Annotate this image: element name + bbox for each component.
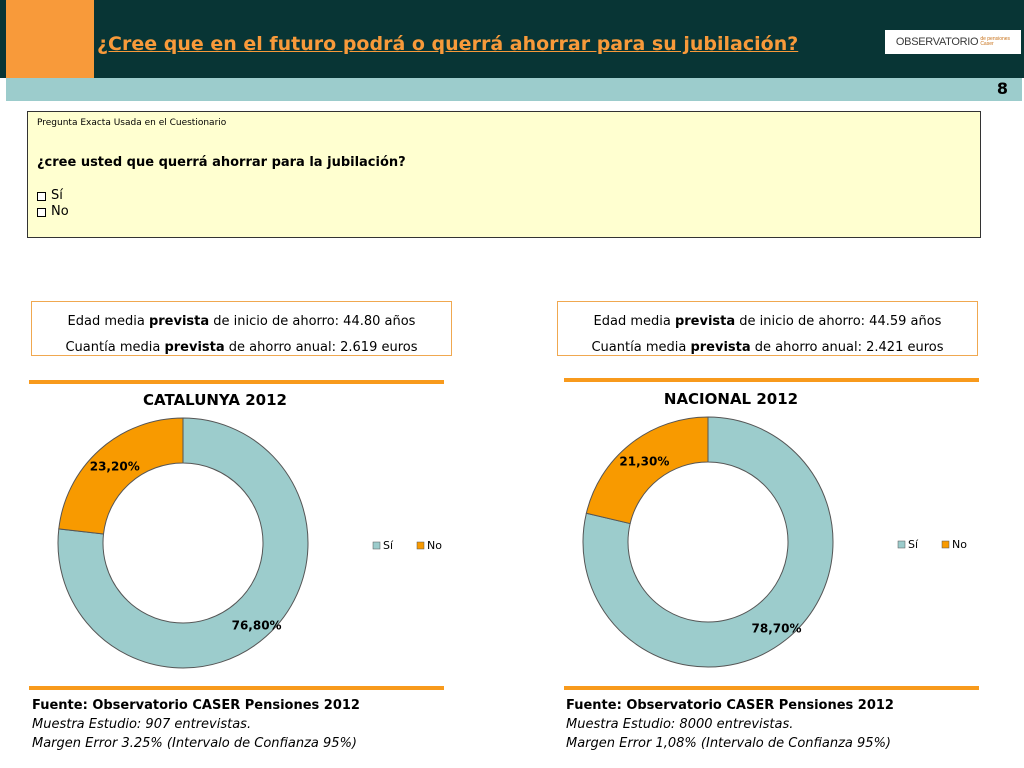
donut-chart-catalunya: 76,80% 23,20% Sí No bbox=[57, 417, 442, 669]
error-line: Margen Error 3.25% (Intervalo de Confian… bbox=[32, 736, 357, 751]
header-accent-block bbox=[6, 0, 94, 78]
slice-no bbox=[58, 417, 184, 535]
question-label: Pregunta Exacta Usada en el Cuestionario bbox=[37, 118, 227, 128]
donut-chart-nacional: 78,70% 21,30% Sí No bbox=[582, 416, 967, 668]
question-box: Pregunta Exacta Usada en el Cuestionario… bbox=[27, 111, 981, 238]
sample-line: Muestra Estudio: 8000 entrevistas. bbox=[566, 717, 794, 732]
question-options: Sí No bbox=[37, 188, 971, 220]
legend-label-si: Sí bbox=[383, 539, 394, 552]
stat-line-age: Edad media prevista de inicio de ahorro:… bbox=[593, 314, 942, 329]
divider-bottom-left bbox=[29, 686, 444, 690]
sample-line: Muestra Estudio: 907 entrevistas. bbox=[32, 717, 252, 732]
logo-main-text: OBSERVATORIO bbox=[895, 36, 979, 48]
divider-top-right bbox=[564, 378, 979, 382]
option-label: No bbox=[51, 204, 69, 219]
data-label-no: 23,20% bbox=[90, 460, 140, 474]
observatorio-logo: OBSERVATORIO de pensiones Caser bbox=[885, 30, 1021, 54]
logo-sub-text: de pensiones Caser bbox=[980, 36, 1011, 47]
data-label-si: 76,80% bbox=[232, 618, 282, 632]
stats-box-catalunya: Edad media prevista de inicio de ahorro:… bbox=[31, 301, 452, 356]
source-notes-catalunya: Fuente: Observatorio CASER Pensiones 201… bbox=[32, 696, 360, 753]
source-notes-nacional: Fuente: Observatorio CASER Pensiones 201… bbox=[566, 696, 894, 753]
sub-header-bar: 8 bbox=[6, 78, 1022, 101]
chart-title-nacional: NACIONAL 2012 bbox=[663, 390, 799, 408]
slice-no bbox=[585, 416, 709, 525]
legend-swatch-no bbox=[416, 541, 425, 550]
source-line: Fuente: Observatorio CASER Pensiones 201… bbox=[32, 698, 360, 713]
divider-top-left bbox=[29, 380, 444, 384]
legend-label-si: Sí bbox=[908, 538, 919, 551]
source-line: Fuente: Observatorio CASER Pensiones 201… bbox=[566, 698, 894, 713]
legend-label-no: No bbox=[952, 538, 967, 551]
header-banner bbox=[0, 0, 1024, 78]
stat-line-amount: Cuantía media prevista de ahorro anual: … bbox=[591, 340, 944, 355]
error-line: Margen Error 1,08% (Intervalo de Confian… bbox=[566, 736, 891, 751]
stat-line-age: Edad media prevista de inicio de ahorro:… bbox=[67, 314, 416, 329]
data-label-no: 21,30% bbox=[619, 455, 669, 469]
checkbox-icon bbox=[37, 207, 46, 217]
stats-box-nacional: Edad media prevista de inicio de ahorro:… bbox=[557, 301, 978, 356]
checkbox-icon bbox=[37, 191, 46, 201]
option-no: No bbox=[37, 204, 971, 220]
divider-bottom-right bbox=[564, 686, 979, 690]
slice-si bbox=[57, 417, 309, 669]
page-number: 8 bbox=[996, 79, 1008, 98]
chart-title-catalunya: CATALUNYA 2012 bbox=[143, 391, 287, 409]
stat-line-amount: Cuantía media prevista de ahorro anual: … bbox=[65, 340, 418, 355]
option-si: Sí bbox=[37, 188, 971, 204]
legend-swatch-no bbox=[941, 540, 950, 549]
page-title: ¿Cree que en el futuro podrá o querrá ah… bbox=[97, 33, 799, 55]
legend-label-no: No bbox=[427, 539, 442, 552]
legend-swatch-si bbox=[372, 541, 381, 550]
question-text: ¿cree usted que querrá ahorrar para la j… bbox=[37, 155, 406, 170]
slice-si bbox=[582, 416, 834, 668]
legend-swatch-si bbox=[897, 540, 906, 549]
data-label-si: 78,70% bbox=[752, 622, 802, 636]
option-label: Sí bbox=[51, 188, 63, 203]
